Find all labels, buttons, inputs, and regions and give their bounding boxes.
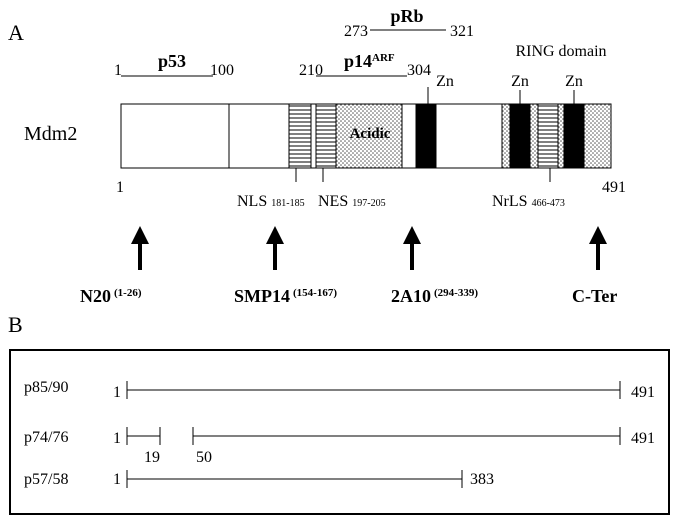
isoform-row-p85-90: p85/90 1 491: [24, 379, 655, 401]
nls-range: 181-185: [271, 198, 304, 209]
domain-central-2: [435, 103, 503, 169]
bar-end-residue: 491: [602, 179, 626, 196]
panel-a-label: A: [8, 20, 24, 45]
domain-nrls-box: [537, 103, 559, 169]
nes-range: 197-205: [352, 198, 385, 209]
isoform-gap-start: 19: [144, 449, 160, 466]
nrls-name: NrLS: [492, 193, 528, 210]
nls-label: NLS 181-185: [237, 193, 305, 210]
isoform-gap-end: 50: [196, 449, 212, 466]
domain-dotted-3: [557, 103, 565, 169]
isoform-end: 491: [631, 430, 655, 447]
antibody-label-n20: N20 (1-26): [80, 286, 142, 306]
protein-name: Mdm2: [24, 123, 77, 145]
p14arf-name: p14: [344, 51, 372, 71]
antibody-name-cter: C-Ter: [572, 286, 617, 306]
domain-nes-box: [315, 103, 337, 169]
isoform-name: p57/58: [24, 471, 68, 488]
isoform-name: p74/76: [24, 429, 68, 446]
antibody-label-2a10: 2A10 (294-339): [391, 286, 478, 306]
domain-spacer-1: [310, 103, 317, 169]
isoform-end: 383: [470, 471, 494, 488]
antibody-arrow-smp14: [266, 226, 284, 270]
antibody-arrow-n20: [131, 226, 149, 270]
domain-dotted-1: [501, 103, 511, 169]
antibody-epitope-2a10: (294-339): [434, 287, 478, 299]
prb-label: pRb: [390, 6, 423, 26]
isoform-end: 491: [631, 384, 655, 401]
antibody-name-smp14: SMP14: [234, 286, 290, 306]
prb-binding-region: pRb 273 321: [344, 6, 474, 40]
isoform-start: 1: [113, 471, 121, 488]
domain-spacer-2: [401, 103, 417, 169]
antibody-name-2a10: 2A10: [391, 286, 431, 306]
p14arf-superscript: ARF: [372, 52, 395, 64]
zn-label-2: Zn: [511, 73, 529, 90]
p14arf-end: 304: [407, 62, 431, 79]
nls-name: NLS: [237, 193, 267, 210]
antibody-label-smp14: SMP14 (154-167): [234, 286, 337, 306]
zn-label-3: Zn: [565, 73, 583, 90]
domain-ring-zn-1: [509, 103, 531, 169]
isoform-row-p57-58: p57/58 1 383: [24, 470, 494, 488]
nes-name: NES: [318, 193, 348, 210]
p14arf-label: p14ARF: [344, 51, 395, 71]
nrls-label: NrLS 466-473: [492, 193, 565, 210]
domain-central-1: [228, 103, 290, 169]
antibody-epitope-n20: (1-26): [114, 287, 142, 299]
domain-ring-zn-2: [563, 103, 585, 169]
nrls-range: 466-473: [532, 198, 565, 209]
nes-label: NES 197-205: [318, 193, 386, 210]
antibody-arrow-2a10: [403, 226, 421, 270]
isoform-row-p74-76: p74/76 1 19 50 491: [24, 427, 655, 466]
panel-b-label: B: [8, 312, 23, 337]
bar-start-residue: 1: [116, 179, 124, 196]
antibody-label-cter: C-Ter: [572, 286, 617, 306]
ring-domain-label: RING domain: [515, 43, 606, 60]
isoform-start: 1: [113, 384, 121, 401]
acidic-label: Acidic: [350, 126, 391, 142]
domain-dotted-2: [529, 103, 539, 169]
p53-start: 1: [114, 62, 122, 79]
panel-b-box: [9, 349, 670, 515]
mdm2-protein-bar: Acidic: [120, 103, 612, 169]
domain-zinc-finger: [415, 103, 437, 169]
prb-start: 273: [344, 23, 368, 40]
domain-nls-box: [288, 103, 312, 169]
isoform-start: 1: [113, 430, 121, 447]
prb-end: 321: [450, 23, 474, 40]
isoform-name: p85/90: [24, 379, 68, 396]
zn-label-1: Zn: [436, 73, 454, 90]
p14arf-start: 210: [299, 62, 323, 79]
domain-n-terminal: [120, 103, 230, 169]
p53-binding-region: 1 p53 100: [114, 51, 234, 79]
antibody-name-n20: N20: [80, 286, 111, 306]
p53-end: 100: [210, 62, 234, 79]
p14arf-binding-region: 210 p14ARF 304: [299, 51, 431, 79]
p53-label: p53: [158, 51, 186, 71]
antibody-epitope-smp14: (154-167): [293, 287, 337, 299]
antibody-arrow-cter: [589, 226, 607, 270]
domain-c-terminal-dotted: [583, 103, 612, 169]
